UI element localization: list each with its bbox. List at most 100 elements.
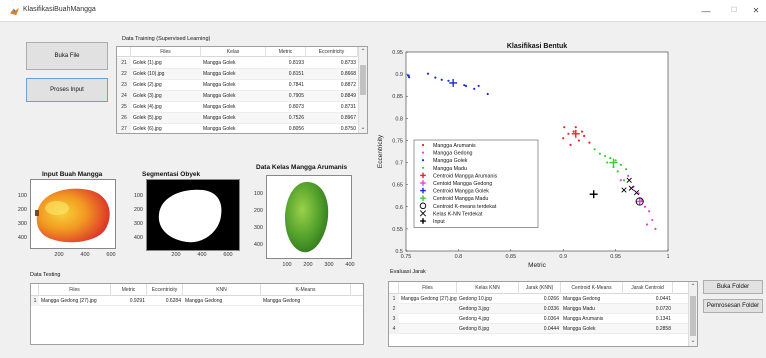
seg-xtick: 200 (171, 252, 181, 258)
training-cell: 0.8733 (340, 60, 356, 66)
pemrosesan-folder-button[interactable]: Pemrosesan Folder (703, 299, 763, 313)
training-table[interactable]: Files Kelas Metric Eccentricity 21 Golek (1).… (116, 46, 368, 134)
scroll-up-icon[interactable]: ⌃ (690, 284, 696, 290)
testing-cell: 0.9291 (129, 298, 145, 304)
y-axis-label: Eccentricity (377, 134, 384, 168)
evaluasi-row[interactable]: 4 Gedong 8.jpg 0.0444 Mangga Golek 0.2858 (389, 324, 697, 334)
evaluasi-row-number: 2 (389, 304, 399, 314)
maximize-button[interactable]: ☐ (730, 7, 738, 14)
y-tick-label: 0.65 (392, 183, 403, 189)
training-col-header: Eccentricity (306, 47, 358, 57)
evaluasi-cell: Mangga Arumanis (563, 316, 604, 322)
training-row[interactable]: 27 Golek (6).jpg Mangga Golek 0.8056 0.8750 (117, 124, 367, 133)
close-button[interactable]: ✕ (752, 6, 760, 15)
data-point (407, 74, 410, 77)
training-row-number: 26 (117, 113, 131, 124)
training-row[interactable]: 21 Golek (1).jpg Mangga Golek 0.8193 0.8733 (117, 58, 367, 69)
data-point (651, 218, 654, 222)
buka-folder-button[interactable]: Buka Folder (703, 280, 763, 294)
evaluasi-row[interactable]: 2 Gedong 3.jpg 0.0336 Mangga Madu 0.0720 (389, 304, 697, 314)
testing-cell: Mangga Gedong (27).jpg (41, 298, 97, 304)
data-point (463, 84, 466, 87)
training-cell: 0.8668 (340, 71, 356, 77)
training-cell: 0.8750 (340, 126, 356, 132)
evaluasi-cell: Gedong 3.jpg (459, 306, 490, 312)
data-point (622, 179, 626, 182)
evaluasi-cell: Gedong 8.jpg (459, 326, 490, 332)
data-point (654, 227, 657, 230)
data-point (583, 134, 586, 138)
y-tick-label: 0.95 (392, 50, 403, 56)
buka-file-button[interactable]: Buka File (26, 42, 108, 70)
testing-col-header (31, 284, 39, 296)
training-cell: Mangga Golek (203, 104, 236, 110)
x-tick-label: 0.8 (455, 254, 463, 260)
training-scrollbar[interactable]: ⌃ ⌄ (358, 47, 367, 133)
scroll-down-icon[interactable]: ⌄ (360, 125, 366, 131)
legend-entry: Mangga Gedong (433, 151, 473, 157)
chart-title: Klasifikasi Bentuk (507, 43, 567, 50)
training-scroll-thumb[interactable] (360, 65, 366, 95)
scroll-up-icon[interactable]: ⌃ (360, 49, 366, 55)
testing-row[interactable]: 1 Mangga Gedong (27).jpg 0.9291 0.6284 Mangg… (31, 296, 363, 306)
seg-xtick: 400 (197, 252, 207, 258)
evaluasi-cell (399, 314, 457, 324)
data-point (648, 210, 651, 213)
training-cell: Golek (6).jpg (133, 126, 162, 132)
seg-xtick: 600 (223, 252, 233, 258)
data-point (567, 132, 570, 135)
evaluasi-cell: 0.0720 (655, 306, 671, 312)
evaluasi-row[interactable]: 3 Gedong 4.jpg 0.0364 Mangga Arumanis 0.1341 (389, 314, 697, 324)
class-ytick: 400 (253, 242, 263, 248)
class-xtick: 400 (345, 262, 355, 268)
training-row[interactable]: 26 Golek (5).jpg Mangga Golek 0.7526 0.8967 (117, 113, 367, 124)
minimize-button[interactable]: — (701, 6, 711, 16)
y-tick-label: 0.85 (392, 94, 403, 100)
data-point (643, 205, 647, 208)
training-row[interactable]: 23 Golek (2).jpg Mangga Golek 0.7841 0.8872 (117, 80, 367, 91)
testing-table[interactable]: Files Metric Eccentricity KNN K-Means 1 Mangga… (30, 283, 364, 345)
training-cell: Mangga Golek (203, 126, 236, 132)
evaluasi-cell: Mangga Gedong (27).jpg (401, 296, 457, 302)
data-point (563, 126, 566, 129)
evaluasi-scrollbar[interactable]: ⌃ ⌄ (688, 282, 697, 346)
training-row[interactable]: 25 Golek (4).jpg Mangga Golek 0.8073 0.8731 (117, 102, 367, 113)
evaluasi-cell (399, 324, 457, 334)
seg-ytick: 200 (133, 207, 143, 213)
data-point (440, 78, 443, 81)
training-row-number: 25 (117, 102, 131, 113)
training-label: Data Training (Supervised Learning) (122, 36, 211, 42)
data-point (614, 159, 617, 162)
testing-label: Data Testing (30, 272, 61, 278)
data-point (577, 139, 581, 142)
evaluasi-row[interactable]: 1 Mangga Gedong (27).jpg Gedong 10.jpg 0.02… (389, 294, 697, 304)
testing-col-header: Metric (111, 284, 147, 296)
seg-ytick: 100 (133, 193, 143, 199)
training-cell: 0.8151 (288, 71, 304, 77)
scroll-down-icon[interactable]: ⌄ (690, 338, 696, 344)
legend-entry: Centroid Mangga Arumanis (433, 173, 498, 179)
chart-panel: Klasifikasi Bentuk 0.75 0.8 0.85 0.9 0.95 1 0.5… (370, 38, 700, 270)
class-image-title: Data Kelas Mangga Arumanis (256, 164, 348, 171)
legend-entry: Centroid Mangga Golek (433, 189, 489, 195)
evaluasi-col-header: Centroid K-Means (561, 282, 623, 294)
evaluasi-table[interactable]: Files Kelas KNN Jarak (KNN) Centroid K-Mean… (388, 281, 698, 347)
evaluasi-cell: Mangga Golek (563, 326, 596, 332)
data-point (619, 163, 622, 166)
testing-cell: Mangga Gedong (263, 298, 301, 304)
legend-entry: Kelas K-NN Terdekat (433, 211, 483, 217)
training-col-header: Kelas (201, 47, 266, 57)
evaluasi-col-header (389, 282, 399, 294)
testing-col-header: K-Means (261, 284, 351, 296)
training-row[interactable]: 22 Golek (10).jpg Mangga Golek 0.8151 0.8668 (117, 69, 367, 80)
training-col-header: Metric (266, 47, 306, 57)
data-point (640, 199, 643, 202)
proses-input-button[interactable]: Proses Input (26, 78, 108, 102)
data-point (621, 187, 627, 193)
training-row-number: 23 (117, 80, 131, 91)
data-point (635, 197, 644, 206)
training-row[interactable]: 24 Golek (3).jpg Mangga Golek 0.7905 0.8849 (117, 91, 367, 102)
evaluasi-scroll-thumb[interactable] (690, 296, 696, 336)
title-bar: KlasifikasiBuahMangga — ☐ ✕ (0, 0, 766, 22)
